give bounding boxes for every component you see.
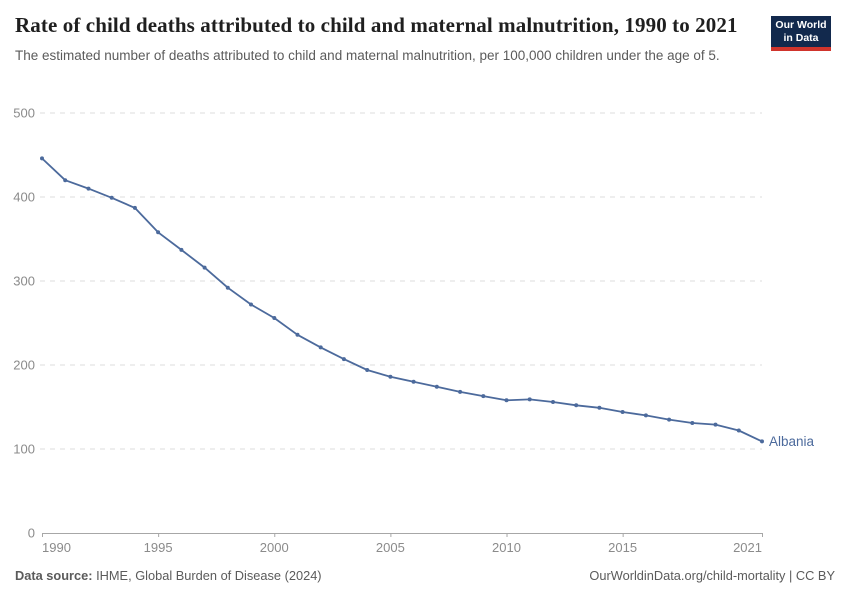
data-point[interactable]: [597, 405, 602, 410]
data-point[interactable]: [388, 374, 393, 379]
data-point[interactable]: [318, 345, 323, 350]
owid-logo-box: Our World in Data: [771, 16, 831, 47]
x-tick-label: 2000: [260, 540, 289, 555]
data-point[interactable]: [434, 384, 439, 389]
credit-link[interactable]: OurWorldinData.org/child-mortality | CC …: [589, 568, 835, 583]
data-point[interactable]: [202, 265, 207, 270]
chart-title: Rate of child deaths attributed to child…: [15, 13, 738, 37]
data-point[interactable]: [225, 285, 230, 290]
data-point[interactable]: [341, 357, 346, 362]
data-point[interactable]: [458, 389, 463, 394]
data-point[interactable]: [690, 421, 695, 425]
x-tick-label: 2021: [733, 540, 762, 555]
data-source-text: IHME, Global Burden of Disease (2024): [96, 568, 322, 583]
data-point[interactable]: [63, 178, 68, 183]
x-tick-label: 2010: [492, 540, 521, 555]
data-point[interactable]: [272, 316, 277, 320]
data-point[interactable]: [620, 410, 625, 414]
y-tick-label: 500: [13, 106, 35, 121]
x-tick-label: 1995: [144, 540, 173, 555]
data-point[interactable]: [551, 400, 555, 404]
data-point[interactable]: [156, 230, 161, 235]
owid-logo-accent: [771, 47, 831, 51]
data-point[interactable]: [667, 417, 672, 422]
y-tick-label: 100: [13, 442, 35, 457]
data-point[interactable]: [736, 428, 741, 433]
data-source-label: Data source:: [15, 568, 93, 583]
data-point[interactable]: [179, 247, 184, 252]
y-tick-label: 400: [13, 190, 35, 205]
y-tick-label: 300: [13, 274, 35, 289]
x-tick-label: 1990: [42, 540, 71, 555]
data-point[interactable]: [109, 195, 114, 200]
data-point[interactable]: [249, 302, 253, 307]
owid-logo-line1: Our World: [775, 19, 827, 32]
chart-footer: Data source: IHME, Global Burden of Dise…: [15, 568, 835, 583]
data-point[interactable]: [574, 403, 579, 408]
data-point[interactable]: [504, 398, 509, 403]
entity-label[interactable]: Albania: [769, 434, 815, 449]
y-tick-label: 0: [28, 526, 35, 541]
data-point[interactable]: [643, 413, 648, 418]
data-point[interactable]: [527, 397, 532, 402]
owid-logo-line2: in Data: [783, 31, 819, 44]
data-point[interactable]: [411, 379, 416, 384]
x-tick-label: 2015: [608, 540, 637, 555]
data-point[interactable]: [760, 439, 764, 444]
data-point[interactable]: [86, 186, 91, 191]
line-series: [41, 157, 763, 443]
data-source-note: Data source: IHME, Global Burden of Dise…: [15, 568, 322, 583]
chart-subtitle: The estimated number of deaths attribute…: [15, 48, 720, 64]
chart-header: Rate of child deaths attributed to child…: [15, 12, 760, 65]
data-point[interactable]: [132, 205, 137, 210]
owid-logo[interactable]: Our World in Data: [771, 16, 831, 51]
y-tick-label: 200: [13, 358, 35, 373]
data-point[interactable]: [481, 394, 486, 399]
x-tick-label: 2005: [376, 540, 405, 555]
data-point[interactable]: [713, 422, 718, 427]
data-point[interactable]: [365, 368, 370, 372]
data-point[interactable]: [295, 332, 300, 337]
data-point[interactable]: [40, 156, 44, 161]
